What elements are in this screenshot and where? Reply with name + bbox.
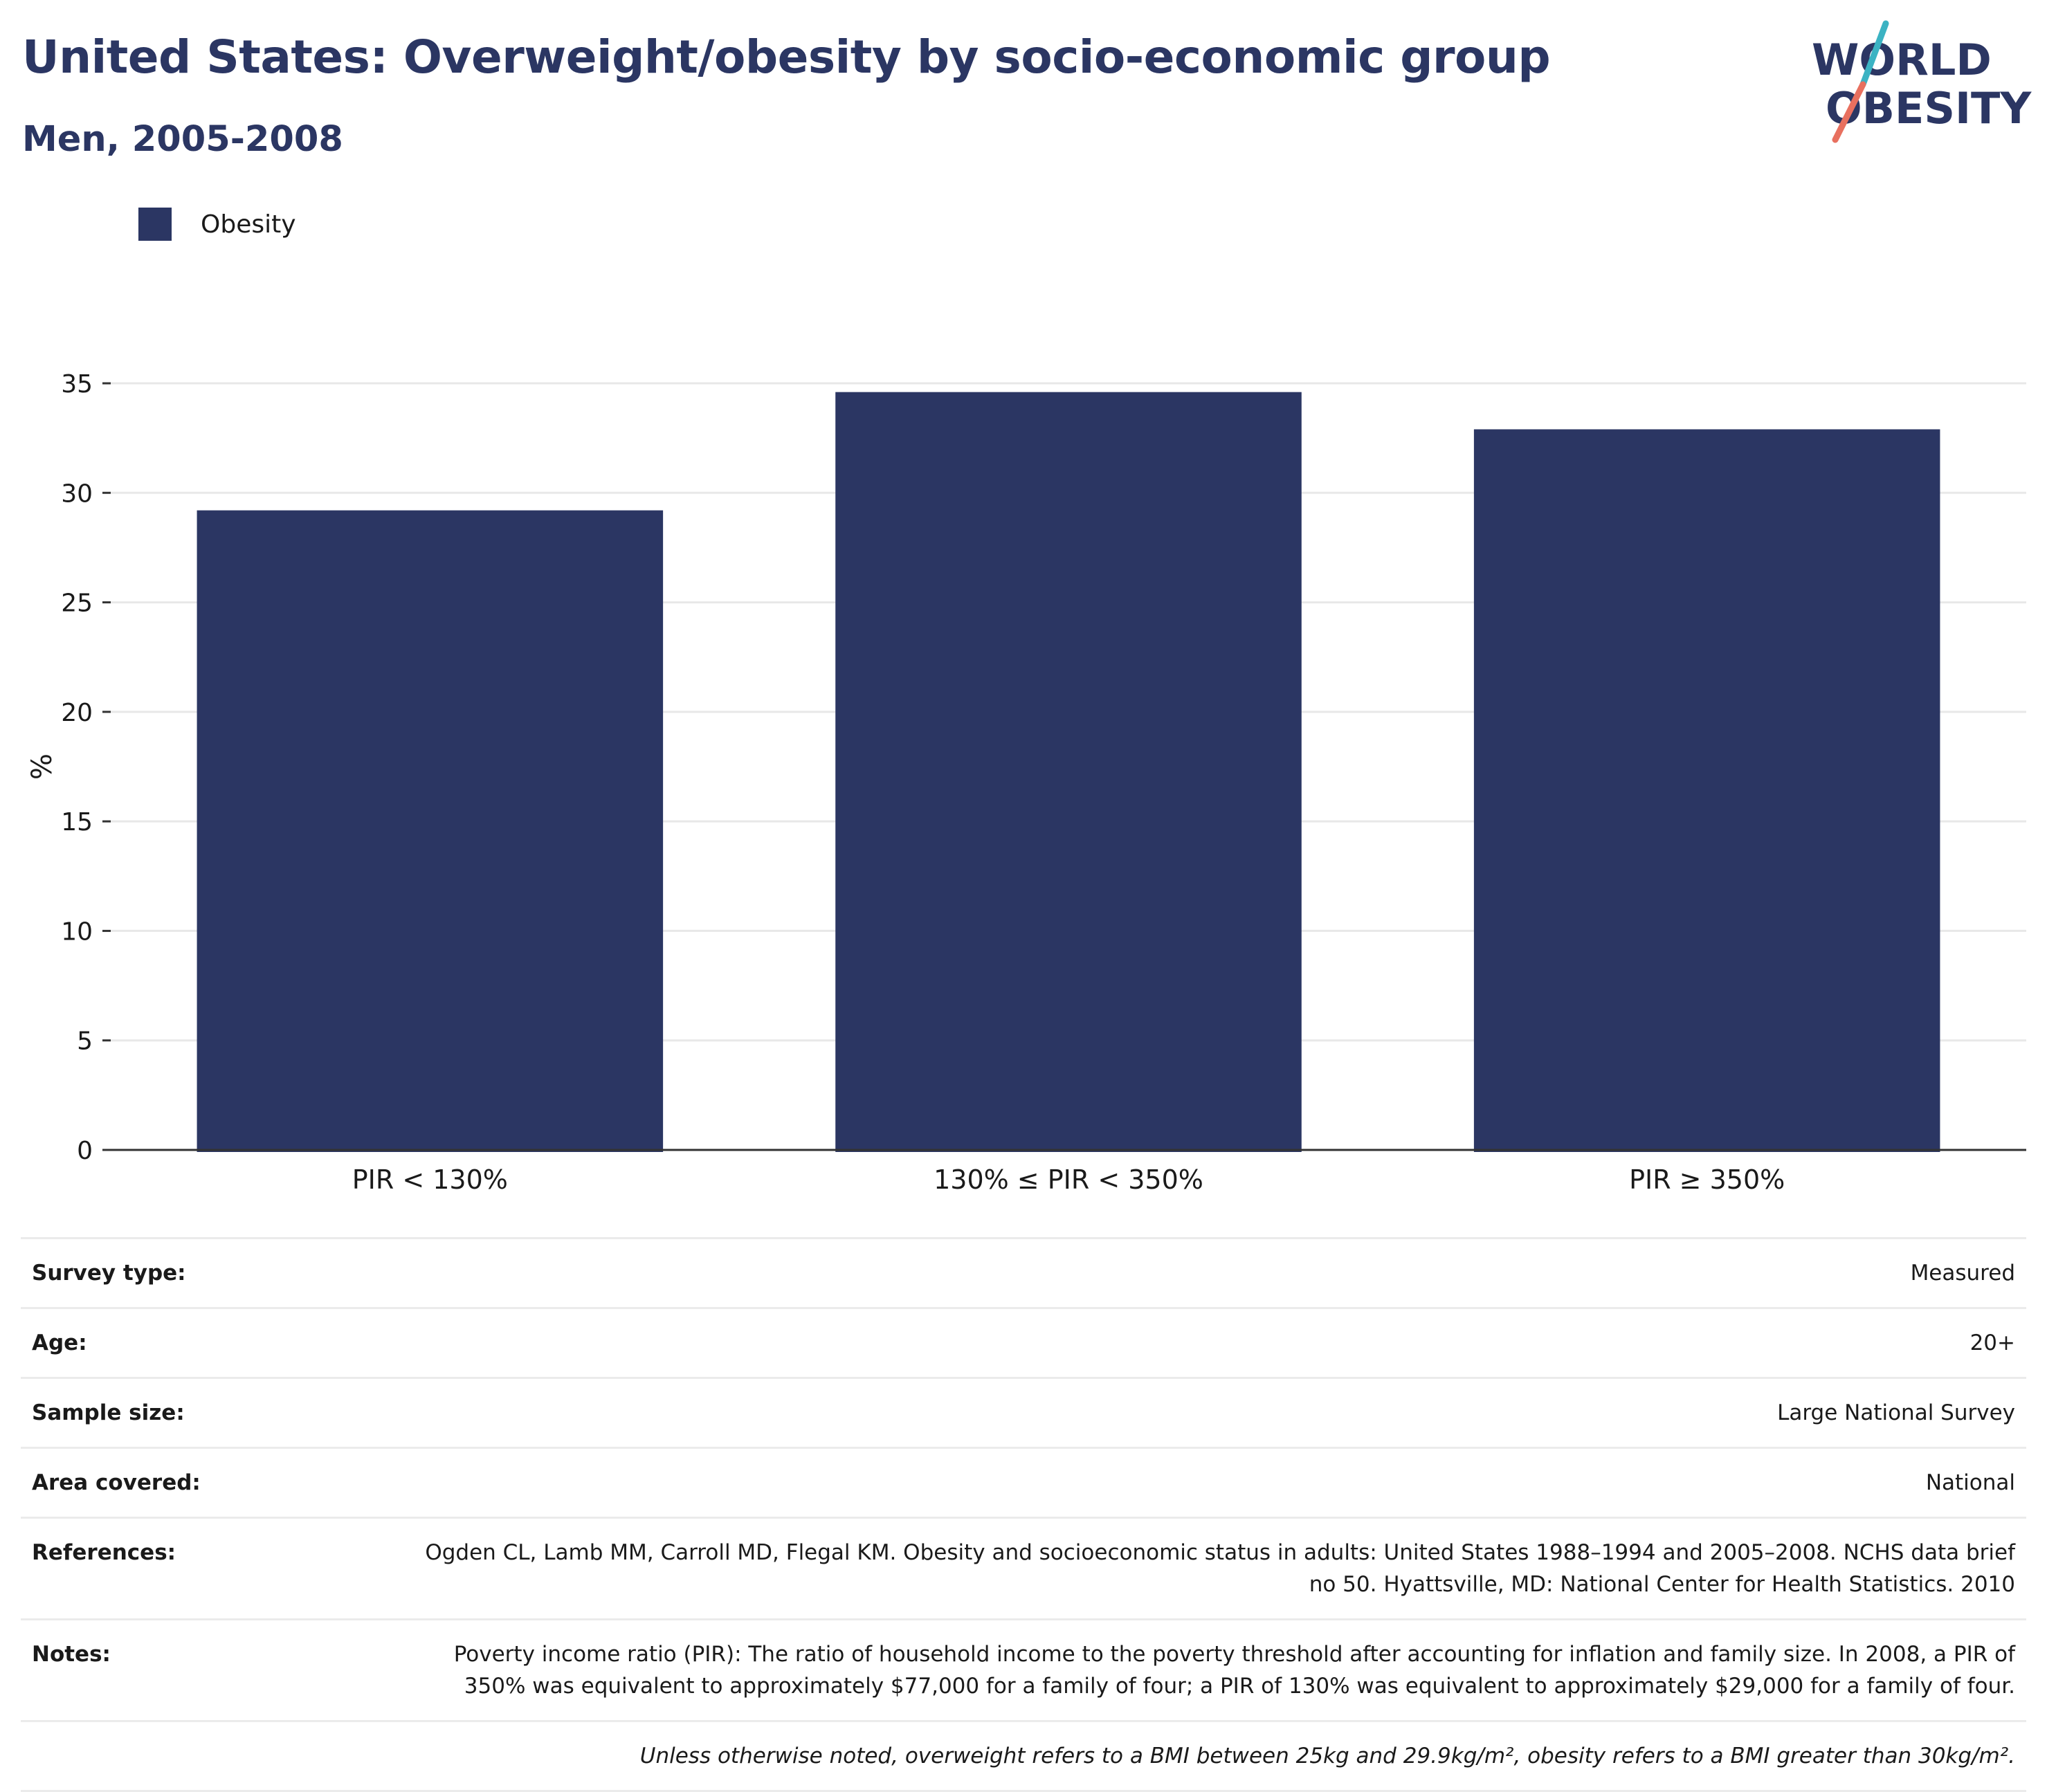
meta-key: Survey type: xyxy=(32,1261,186,1286)
meta-row: Notes: Poverty income ratio (PIR): The ra… xyxy=(21,1618,2026,1720)
y-axis-label: % xyxy=(26,753,58,780)
y-tick-label: 30 xyxy=(61,479,93,508)
x-tick-label: PIR ≥ 350% xyxy=(1629,1164,1785,1195)
y-tick-label: 10 xyxy=(61,917,93,946)
meta-value: Poverty income ratio (PIR): The ratio of… xyxy=(453,1642,2015,1699)
y-tick-labels: 0 5 10 15 20 25 30 35 xyxy=(61,370,111,1165)
y-tick-label: 20 xyxy=(61,699,93,727)
chart-title: United States: Overweight/obesity by soc… xyxy=(22,30,1551,84)
x-tick-labels: PIR < 130% 130% ≤ PIR < 350% PIR ≥ 350% xyxy=(352,1164,1785,1195)
meta-row: Area covered: National xyxy=(21,1447,2026,1517)
bar-chart: 0 5 10 15 20 25 30 35 PIR < 130% 130% ≤ PIR < 35… xyxy=(26,370,2026,1195)
bar-0 xyxy=(197,510,664,1152)
x-tick-label: PIR < 130% xyxy=(352,1164,508,1195)
meta-row: References: Ogden CL, Lamb MM, Carroll MD… xyxy=(21,1517,2026,1618)
footnote: Unless otherwise noted, overweight refer… xyxy=(21,1720,2026,1792)
meta-key: References: xyxy=(32,1540,176,1565)
legend: Obesity xyxy=(138,208,296,241)
y-tick-label: 35 xyxy=(61,370,93,399)
meta-value: Large National Survey xyxy=(1777,1400,2015,1425)
bar-2 xyxy=(1473,429,1940,1152)
logo-slash-teal xyxy=(1859,20,1889,88)
meta-key: Notes: xyxy=(32,1642,111,1667)
meta-key: Age: xyxy=(32,1331,87,1355)
meta-value: National xyxy=(1925,1470,2015,1495)
y-tick-label: 0 xyxy=(77,1137,93,1165)
legend-swatch-obesity xyxy=(138,208,172,241)
meta-key: Area covered: xyxy=(32,1470,201,1495)
meta-row: Sample size: Large National Survey xyxy=(21,1377,2026,1447)
meta-value: Measured xyxy=(1910,1261,2015,1286)
meta-row: Survey type: Measured xyxy=(21,1237,2026,1307)
x-tick-label: 130% ≤ PIR < 350% xyxy=(934,1164,1203,1195)
legend-label-obesity: Obesity xyxy=(201,210,296,239)
world-obesity-logo: WORLD OBESITY xyxy=(1812,20,2032,143)
y-tick-label: 25 xyxy=(61,589,93,618)
meta-value: Ogden CL, Lamb MM, Carroll MD, Flegal KM… xyxy=(425,1540,2015,1597)
bar-1 xyxy=(835,392,1302,1152)
logo-slash-coral xyxy=(1832,81,1866,143)
chart-subtitle: Men, 2005-2008 xyxy=(22,119,343,160)
metadata-table: Survey type: Measured Age: 20+ Sample size: L… xyxy=(21,1237,2026,1792)
y-tick-label: 5 xyxy=(77,1027,93,1056)
y-tick-label: 15 xyxy=(61,808,93,836)
bars xyxy=(197,392,1940,1152)
logo-line-1: WORLD xyxy=(1812,35,1992,85)
meta-key: Sample size: xyxy=(32,1400,185,1425)
meta-value: 20+ xyxy=(1969,1331,2015,1355)
meta-row: Age: 20+ xyxy=(21,1307,2026,1377)
